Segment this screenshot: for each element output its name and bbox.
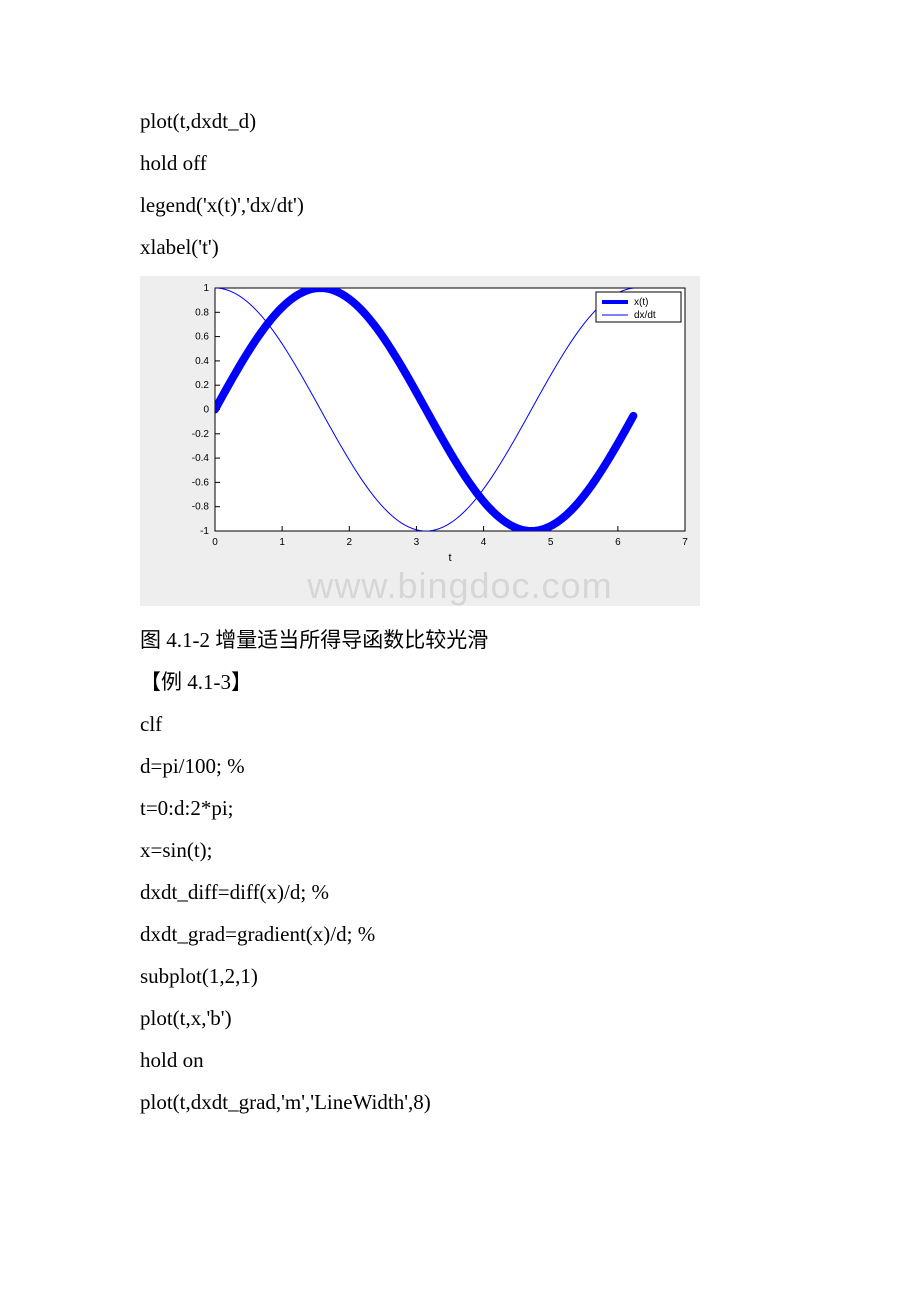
- svg-text:6: 6: [615, 537, 621, 548]
- code-line: plot(t,dxdt_d): [140, 100, 780, 142]
- svg-text:x(t): x(t): [634, 297, 648, 308]
- svg-text:5: 5: [548, 537, 554, 548]
- svg-text:3: 3: [414, 537, 420, 548]
- code-line: x=sin(t);: [140, 829, 780, 871]
- svg-text:-0.6: -0.6: [192, 477, 210, 488]
- code-line: t=0:d:2*pi;: [140, 787, 780, 829]
- svg-text:-0.4: -0.4: [192, 453, 210, 464]
- svg-text:2: 2: [347, 537, 353, 548]
- svg-text:0.2: 0.2: [195, 380, 209, 391]
- svg-text:t: t: [448, 552, 451, 564]
- svg-text:4: 4: [481, 537, 487, 548]
- svg-text:-0.2: -0.2: [192, 429, 210, 440]
- svg-text:1: 1: [279, 537, 285, 548]
- svg-text:-0.8: -0.8: [192, 502, 210, 513]
- svg-text:dx/dt: dx/dt: [634, 310, 656, 321]
- code-line: plot(t,x,'b'): [140, 997, 780, 1039]
- svg-text:0: 0: [212, 537, 218, 548]
- code-line: hold off: [140, 142, 780, 184]
- code-line: legend('x(t)','dx/dt'): [140, 184, 780, 226]
- example-heading: 【例 4.1-3】: [140, 661, 780, 703]
- figure-caption: 图 4.1-2 增量适当所得导函数比较光滑: [140, 619, 780, 661]
- svg-text:0.6: 0.6: [195, 332, 209, 343]
- line-chart: 0 1 2 3 4 5 6 7 -1 -0.8 -0.6 -0.4 -0.2 0 0.2 0.4 0.6 0.8 1…: [140, 276, 700, 606]
- code-line: clf: [140, 703, 780, 745]
- svg-text:0: 0: [203, 405, 209, 416]
- svg-text:0.8: 0.8: [195, 307, 209, 318]
- chart-container: 0 1 2 3 4 5 6 7 -1 -0.8 -0.6 -0.4 -0.2 0 0.2 0.4 0.6 0.8 1…: [140, 276, 780, 611]
- code-line: plot(t,dxdt_grad,'m','LineWidth',8): [140, 1081, 780, 1123]
- svg-text:1: 1: [203, 283, 209, 294]
- code-line: dxdt_grad=gradient(x)/d; %: [140, 913, 780, 955]
- code-line: dxdt_diff=diff(x)/d; %: [140, 871, 780, 913]
- svg-text:0.4: 0.4: [195, 356, 209, 367]
- svg-text:7: 7: [682, 537, 688, 548]
- code-line: d=pi/100; %: [140, 745, 780, 787]
- svg-text:-1: -1: [200, 526, 209, 537]
- code-line: xlabel('t'): [140, 226, 780, 268]
- document-page: plot(t,dxdt_d) hold off legend('x(t)','d…: [0, 0, 920, 1203]
- code-line: hold on: [140, 1039, 780, 1081]
- code-line: subplot(1,2,1): [140, 955, 780, 997]
